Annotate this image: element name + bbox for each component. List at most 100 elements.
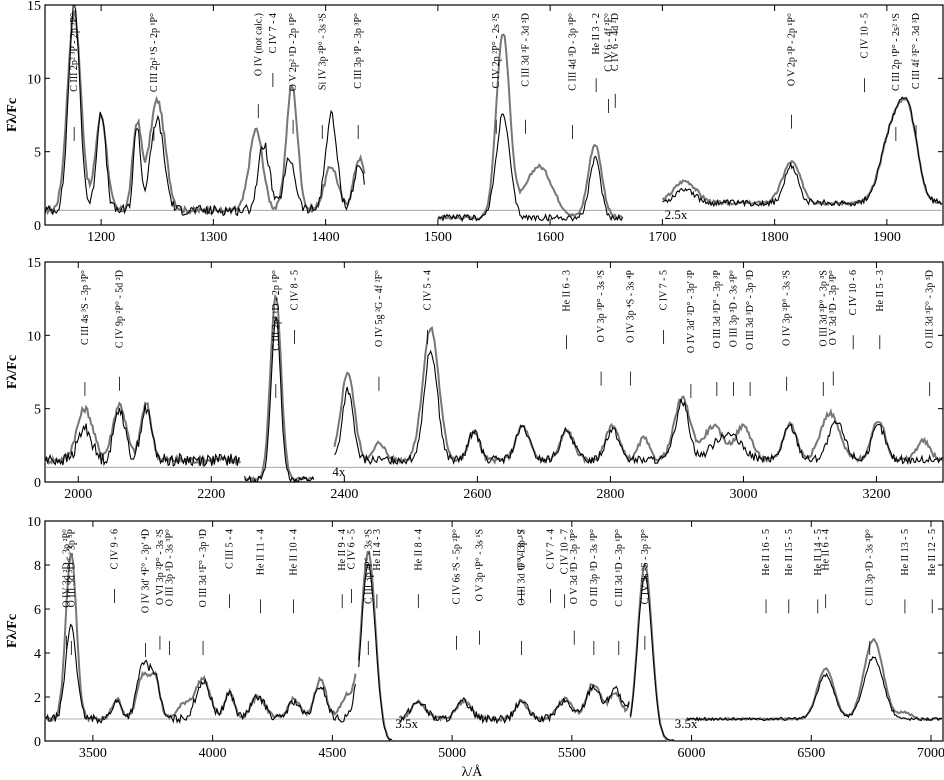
- x-tick-label: 1600: [536, 230, 564, 245]
- line-id-label: C IV 5 - 4: [422, 270, 433, 310]
- y-tick-label: 10: [27, 329, 41, 344]
- line-id-label: Si IV 3p ²P° - 3s ²S: [317, 13, 328, 90]
- y-tick-label: 0: [34, 476, 41, 491]
- spectrum-line: [437, 113, 624, 223]
- line-id-label: C III 3p ³P° - 3s ³S: [363, 529, 374, 604]
- y-tick-label: 15: [27, 0, 41, 14]
- y-tick-label: 2: [34, 691, 41, 706]
- y-tick-label: 0: [34, 735, 41, 750]
- line-id-label: He II 12 - 5: [927, 529, 938, 576]
- x-tick-label: 6500: [797, 746, 825, 761]
- x-tick-label: 1700: [648, 230, 676, 245]
- spectrum-line: [662, 96, 943, 208]
- x-tick-label: 2600: [463, 487, 491, 502]
- x-tick-label: 1300: [199, 230, 227, 245]
- x-tick-label: 2400: [330, 487, 358, 502]
- line-id-label: C IV 3s ²S - 3p ²P°: [640, 529, 651, 604]
- line-id-label: C IV 6 - 4f ²F°: [603, 13, 614, 72]
- line-id-label: C III 4d ³D - 3p ³P°: [568, 13, 579, 91]
- line-id-label: C IV 6 - 4d ²D: [610, 13, 621, 71]
- line-id-label: O III 3d ³P° - 3p ³S: [818, 270, 829, 347]
- x-tick-label: 5000: [438, 746, 466, 761]
- line-id-label: C IV 9p ²P° - 5d ²D: [115, 270, 126, 348]
- line-id-label: C III 5 - 4: [224, 529, 235, 569]
- line-id-label: O IV 3p ²P° - 3s ²S: [782, 270, 793, 346]
- line-id-label: C III 2p² ³P - 2p ³P°: [69, 13, 80, 92]
- line-id-label: C IV 10 - 6: [848, 270, 859, 315]
- y-tick-label: 5: [34, 146, 41, 161]
- line-id-label: C IV 10 - 7: [560, 529, 571, 574]
- line-id-label: O III 3d ¹F° - 3p ¹D: [198, 529, 209, 607]
- x-tick-label: 6000: [678, 746, 706, 761]
- line-id-label: O IV (not calc.): [253, 13, 264, 76]
- y-axis-label: Fλ/Fc: [5, 98, 20, 132]
- line-id-label: C III 2p² ¹S - 2p ¹P°: [149, 13, 160, 92]
- spectrum-line: [399, 683, 630, 725]
- x-axis-label: λ/Å: [462, 764, 484, 780]
- x-tick-label: 7000: [917, 746, 944, 761]
- x-tick-label: 1800: [761, 230, 789, 245]
- line-id-label: O IV 3d′ ²D° - 3p′ ²P: [686, 270, 697, 354]
- line-id-label: O V 3p ³P° - 3s ³S: [596, 270, 607, 342]
- line-id-label: C III 4s ³S - 3p ³P°: [80, 270, 91, 345]
- line-id-label: He II 6 - 3: [562, 270, 573, 312]
- line-id-label: C IV 10 - 5: [859, 13, 870, 58]
- line-id-label: He II 15 - 5: [784, 529, 795, 576]
- y-tick-label: 0: [34, 219, 41, 234]
- line-id-label: O V 2p² ¹D - 2p ¹P°: [288, 13, 299, 91]
- line-id-label: O IV 3d′ ⁴F° - 3p′ ⁴D: [141, 529, 152, 613]
- line-id-label: C III 3d ³F - 3d ³D: [520, 13, 531, 87]
- line-id-label: O V 2p ³P - 2p ¹P°: [786, 13, 797, 86]
- line-id-label: O V 3d ³D - 3p ³P°: [828, 270, 839, 345]
- y-tick-label: 10: [27, 72, 41, 87]
- line-id-label: C IV 7 - 4: [546, 529, 557, 569]
- spectrum-line: [44, 623, 357, 725]
- panel-frame: [44, 261, 944, 483]
- x-tick-label: 2200: [197, 487, 225, 502]
- line-id-label: O IV 5g ²G - 4f ²F°: [374, 270, 385, 347]
- spectrum-line: [358, 563, 393, 742]
- line-id-label: He II 10 - 4: [289, 529, 300, 576]
- x-tick-label: 3200: [862, 487, 890, 502]
- x-tick-label: 3000: [729, 487, 757, 502]
- x-tick-label: 5500: [558, 746, 586, 761]
- spectrum-line: [333, 349, 943, 466]
- line-id-label: He II 5 - 3: [875, 270, 886, 312]
- x-tick-label: 1400: [312, 230, 340, 245]
- line-id-label: C IV 9 - 6: [109, 529, 120, 569]
- y-tick-label: 5: [34, 403, 41, 418]
- panel-frame: [44, 4, 944, 226]
- line-id-label: C IV 2p ²P° - 2s ²S: [491, 13, 502, 88]
- line-id-label: C IV 6s ²S - 5p ²P°: [451, 529, 462, 604]
- line-id-label: He II 16 - 5: [761, 529, 772, 576]
- line-id-label: He II 3 - 2: [591, 13, 602, 55]
- y-axis-label: Fλ/Fc: [5, 355, 20, 389]
- line-id-label: C III 3p ³D - 3s ³P°: [865, 529, 876, 606]
- line-id-label: He II 6 - 4: [821, 529, 832, 571]
- line-id-label: C III 2p ¹P° - 2s² ¹S: [891, 13, 902, 91]
- line-id-label: O III 3p ³D - 3s ³P°: [165, 529, 176, 606]
- line-id-label: O VI 3p ²P° - 3s ²S: [155, 529, 166, 605]
- y-tick-label: 15: [27, 256, 41, 271]
- line-id-label: O V 3d ³D - 3p ³P°: [569, 529, 580, 604]
- line-id-label: O III 3p ³D - 3s ³P°: [589, 529, 600, 606]
- spectrum-line: [437, 33, 624, 222]
- line-id-label: O VI 8 - 7: [517, 529, 528, 570]
- scale-note: 3.5x: [395, 716, 418, 731]
- x-tick-label: 1500: [424, 230, 452, 245]
- line-id-label: He II 4 - 3: [372, 529, 383, 571]
- line-id-label: C III 4f ³F° - 3d ³D: [911, 13, 922, 89]
- line-id-label: He II 13 - 5: [900, 529, 911, 576]
- panel-frame: [44, 520, 944, 742]
- scale-note: 2.5x: [665, 207, 688, 222]
- x-tick-label: 3500: [79, 746, 107, 761]
- line-id-label: O V 3p ¹P° - 3s ¹S: [474, 529, 485, 601]
- line-id-label: O III 3d ³D° - 3p ³P: [712, 270, 723, 349]
- line-id-label: C III 3p ³P - 3p ³P°: [353, 13, 364, 89]
- x-tick-label: 1900: [873, 230, 901, 245]
- y-tick-label: 10: [27, 515, 41, 530]
- line-id-label: C IV 7 - 5: [659, 270, 670, 310]
- spectrum-line: [333, 326, 943, 465]
- spectrum-line: [686, 656, 943, 722]
